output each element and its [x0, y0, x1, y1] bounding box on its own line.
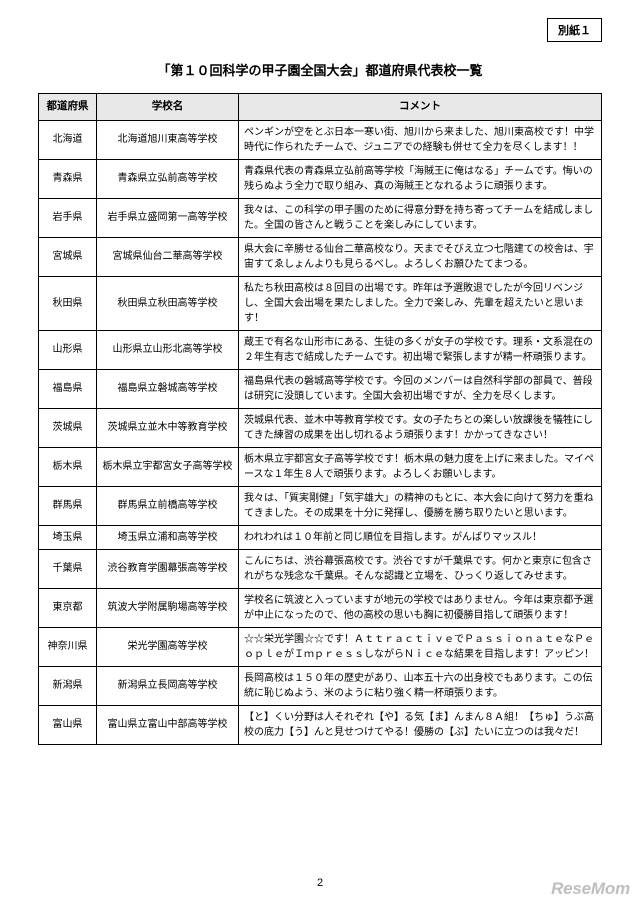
- table-row: 東京都筑波大学附属駒場高等学校学校名に筑波と入っていますが地元の学校ではありませ…: [39, 588, 602, 627]
- cell-school: 富山県立富山中部高等学校: [97, 705, 239, 744]
- cell-prefecture: 群馬県: [39, 486, 97, 525]
- table-row: 茨城県茨城県立並木中等教育学校茨城県代表、並木中等教育学校です。女の子たちとの楽…: [39, 408, 602, 447]
- cell-comment: 我々は、「質実剛健」「気宇雄大」の精神のもとに、本大会に向けて努力を重ねてきまし…: [239, 486, 602, 525]
- cell-school: 北海道旭川東高等学校: [97, 120, 239, 159]
- table-row: 秋田県秋田県立秋田高等学校私たち秋田高校は８回目の出場です。昨年は予選敗退でした…: [39, 276, 602, 330]
- table-row: 新潟県新潟県立長岡高等学校長岡高校は１５０年の歴史があり、山本五十六の出身校でも…: [39, 666, 602, 705]
- table-row: 富山県富山県立富山中部高等学校【と】くい分野は人それぞれ【や】る気【ま】んまん８…: [39, 705, 602, 744]
- cell-comment: ペンギンが空をとぶ日本一寒い街、旭川から来ました、旭川東高校です！中学時代に作ら…: [239, 120, 602, 159]
- cell-school: 渋谷教育学園幕張高等学校: [97, 549, 239, 588]
- cell-school: 筑波大学附属駒場高等学校: [97, 588, 239, 627]
- header-school: 学校名: [97, 94, 239, 121]
- watermark-logo: ReseMom: [551, 879, 630, 899]
- cell-prefecture: 栃木県: [39, 447, 97, 486]
- cell-school: 新潟県立長岡高等学校: [97, 666, 239, 705]
- cell-school: 栃木県立宇都宮女子高等学校: [97, 447, 239, 486]
- cell-school: 宮城県仙台二華高等学校: [97, 237, 239, 276]
- cell-prefecture: 東京都: [39, 588, 97, 627]
- cell-prefecture: 宮城県: [39, 237, 97, 276]
- cell-comment: 福島県代表の磐城高等学校です。今回のメンバーは自然科学部の部員で、普段は研究に没…: [239, 369, 602, 408]
- cell-comment: 蔵王で有名な山形市にある、生徒の多くが女子の学校です。理系・文系混在の２年生有志…: [239, 330, 602, 369]
- page-title: 「第１０回科学の甲子園全国大会」都道府県代表校一覧: [38, 60, 602, 79]
- cell-prefecture: 岩手県: [39, 198, 97, 237]
- cell-comment: 我々は、この科学の甲子園のために得意分野を持ち寄ってチームを結成しました。全国の…: [239, 198, 602, 237]
- table-row: 千葉県渋谷教育学園幕張高等学校こんにちは、渋谷幕張高校です。渋谷ですが千葉県です…: [39, 549, 602, 588]
- table-row: 宮城県宮城県仙台二華高等学校県大会に辛勝せる仙台二華高校なり。天までそびえ立つ七…: [39, 237, 602, 276]
- cell-school: 岩手県立盛岡第一高等学校: [97, 198, 239, 237]
- cell-comment: 私たち秋田高校は８回目の出場です。昨年は予選敗退でしたが今回リベンジし、全国大会…: [239, 276, 602, 330]
- cell-prefecture: 富山県: [39, 705, 97, 744]
- table-row: 青森県青森県立弘前高等学校青森県代表の青森県立弘前高等学校「海賊王に俺はなる」チ…: [39, 159, 602, 198]
- cell-prefecture: 北海道: [39, 120, 97, 159]
- cell-prefecture: 青森県: [39, 159, 97, 198]
- cell-comment: 茨城県代表、並木中等教育学校です。女の子たちとの楽しい放課後を犠牲にしてきた練習…: [239, 408, 602, 447]
- cell-comment: こんにちは、渋谷幕張高校です。渋谷ですが千葉県です。何かと東京に包含されがちな残…: [239, 549, 602, 588]
- cell-school: 群馬県立前橋高等学校: [97, 486, 239, 525]
- cell-prefecture: 福島県: [39, 369, 97, 408]
- header-prefecture: 都道府県: [39, 94, 97, 121]
- cell-comment: ☆☆栄光学園☆☆です！ＡｔｔｒａｃｔｉｖｅでＰａｓｓｉｏｎａｔｅなＰｅｏｐｌｅが…: [239, 627, 602, 666]
- cell-prefecture: 秋田県: [39, 276, 97, 330]
- cell-school: 埼玉県立浦和高等学校: [97, 525, 239, 549]
- cell-comment: 青森県代表の青森県立弘前高等学校「海賊王に俺はなる」チームです。悔いの残らぬよう…: [239, 159, 602, 198]
- cell-prefecture: 埼玉県: [39, 525, 97, 549]
- cell-comment: 【と】くい分野は人それぞれ【や】る気【ま】んまん８Ａ組！【ちゅ】うぶ高校の底力【…: [239, 705, 602, 744]
- cell-prefecture: 茨城県: [39, 408, 97, 447]
- table-row: 福島県福島県立磐城高等学校福島県代表の磐城高等学校です。今回のメンバーは自然科学…: [39, 369, 602, 408]
- table-row: 岩手県岩手県立盛岡第一高等学校我々は、この科学の甲子園のために得意分野を持ち寄っ…: [39, 198, 602, 237]
- cell-school: 山形県立山形北高等学校: [97, 330, 239, 369]
- table-row: 栃木県栃木県立宇都宮女子高等学校栃木県立宇都宮女子高等学校です！栃木県の魅力度を…: [39, 447, 602, 486]
- header-comment: コメント: [239, 94, 602, 121]
- table-header-row: 都道府県 学校名 コメント: [39, 94, 602, 121]
- cell-school: 茨城県立並木中等教育学校: [97, 408, 239, 447]
- cell-comment: 県大会に辛勝せる仙台二華高校なり。天までそびえ立つ七階建ての校舎は、宇宙すてゑし…: [239, 237, 602, 276]
- cell-prefecture: 神奈川県: [39, 627, 97, 666]
- cell-prefecture: 山形県: [39, 330, 97, 369]
- cell-comment: 栃木県立宇都宮女子高等学校です！栃木県の魅力度を上げに来ました。マイペースな１年…: [239, 447, 602, 486]
- cell-prefecture: 千葉県: [39, 549, 97, 588]
- table-row: 埼玉県埼玉県立浦和高等学校われわれは１０年前と同じ順位を目指します。がんばりマッ…: [39, 525, 602, 549]
- cell-school: 栄光学園高等学校: [97, 627, 239, 666]
- cell-comment: 学校名に筑波と入っていますが地元の学校ではありません。今年は東京都予選が中止にな…: [239, 588, 602, 627]
- schools-table: 都道府県 学校名 コメント 北海道北海道旭川東高等学校ペンギンが空をとぶ日本一寒…: [38, 93, 602, 745]
- table-row: 山形県山形県立山形北高等学校蔵王で有名な山形市にある、生徒の多くが女子の学校です…: [39, 330, 602, 369]
- attachment-label: 別紙１: [547, 18, 602, 42]
- table-row: 群馬県群馬県立前橋高等学校我々は、「質実剛健」「気宇雄大」の精神のもとに、本大会…: [39, 486, 602, 525]
- cell-comment: 長岡高校は１５０年の歴史があり、山本五十六の出身校でもあります。この伝統に恥じぬ…: [239, 666, 602, 705]
- cell-comment: われわれは１０年前と同じ順位を目指します。がんばりマッスル！: [239, 525, 602, 549]
- cell-prefecture: 新潟県: [39, 666, 97, 705]
- cell-school: 福島県立磐城高等学校: [97, 369, 239, 408]
- table-row: 神奈川県栄光学園高等学校☆☆栄光学園☆☆です！ＡｔｔｒａｃｔｉｖｅでＰａｓｓｉｏ…: [39, 627, 602, 666]
- cell-school: 秋田県立秋田高等学校: [97, 276, 239, 330]
- page-number: 2: [0, 877, 640, 889]
- cell-school: 青森県立弘前高等学校: [97, 159, 239, 198]
- table-row: 北海道北海道旭川東高等学校ペンギンが空をとぶ日本一寒い街、旭川から来ました、旭川…: [39, 120, 602, 159]
